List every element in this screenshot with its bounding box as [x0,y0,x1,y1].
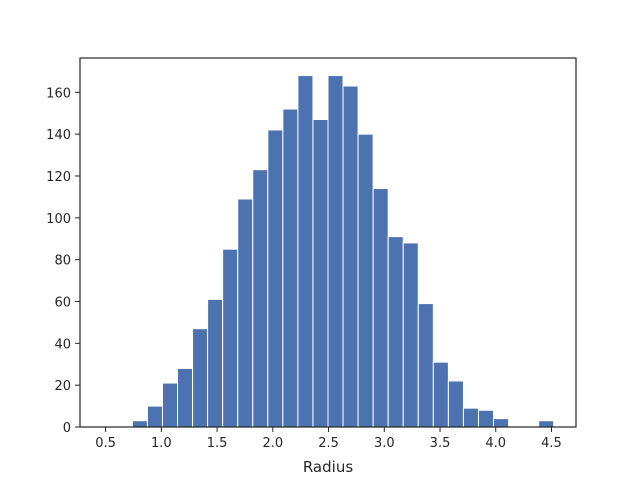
x-tick-label: 0.5 [95,436,116,451]
y-tick-label: 80 [54,254,71,269]
histogram-bar [342,85,359,428]
histogram-bar [131,420,148,428]
histogram-bar [447,380,464,428]
histogram-bar [477,409,495,428]
histogram-bar [207,298,224,428]
y-tick-label: 100 [46,212,71,227]
histogram-bar [357,133,374,428]
x-tick-label: 2.0 [262,436,283,451]
histogram-bar [297,75,314,428]
y-tick-label: 0 [63,421,71,436]
x-tick-label: 3.0 [374,436,395,451]
y-axis-ticks: 0 20 40 60 80 100 120 140 160 [46,86,80,436]
histogram-bar [282,108,299,428]
histogram-bar [146,405,163,428]
histogram-bar [417,303,434,428]
histogram-bar [462,407,479,428]
x-tick-label: 2.5 [318,436,339,451]
histogram-bars [131,75,555,428]
y-tick-label: 20 [54,379,71,394]
histogram-bar [387,236,404,428]
x-tick-label: 1.0 [151,436,172,451]
histogram-bar [538,420,555,428]
histogram-bar [402,242,419,428]
x-tick-label: 4.5 [541,436,562,451]
histogram-bar [252,169,269,428]
histogram-bar [192,328,209,428]
histogram-bar [327,75,344,428]
histogram-bar [432,361,449,428]
histogram-bar [372,188,389,428]
x-tick-label: 4.0 [485,436,506,451]
histogram-bar [161,382,179,428]
x-tick-label: 1.5 [207,436,228,451]
x-axis-ticks: 0.5 1.0 1.5 2.0 2.5 3.0 3.5 4.0 4.5 [95,427,562,451]
y-tick-label: 60 [54,295,71,310]
x-tick-label: 3.5 [430,436,451,451]
y-tick-label: 140 [46,128,71,143]
histogram-bar [493,418,510,428]
x-axis-label: Radius [303,458,353,476]
y-tick-label: 120 [46,170,71,185]
histogram-bar [312,119,329,428]
y-tick-label: 160 [46,86,71,101]
y-tick-label: 40 [54,337,71,352]
histogram-bar [267,129,284,428]
plot-frame [79,57,577,428]
histogram-bar [222,248,239,428]
histogram-bar [177,367,194,428]
histogram-bar [237,198,254,428]
